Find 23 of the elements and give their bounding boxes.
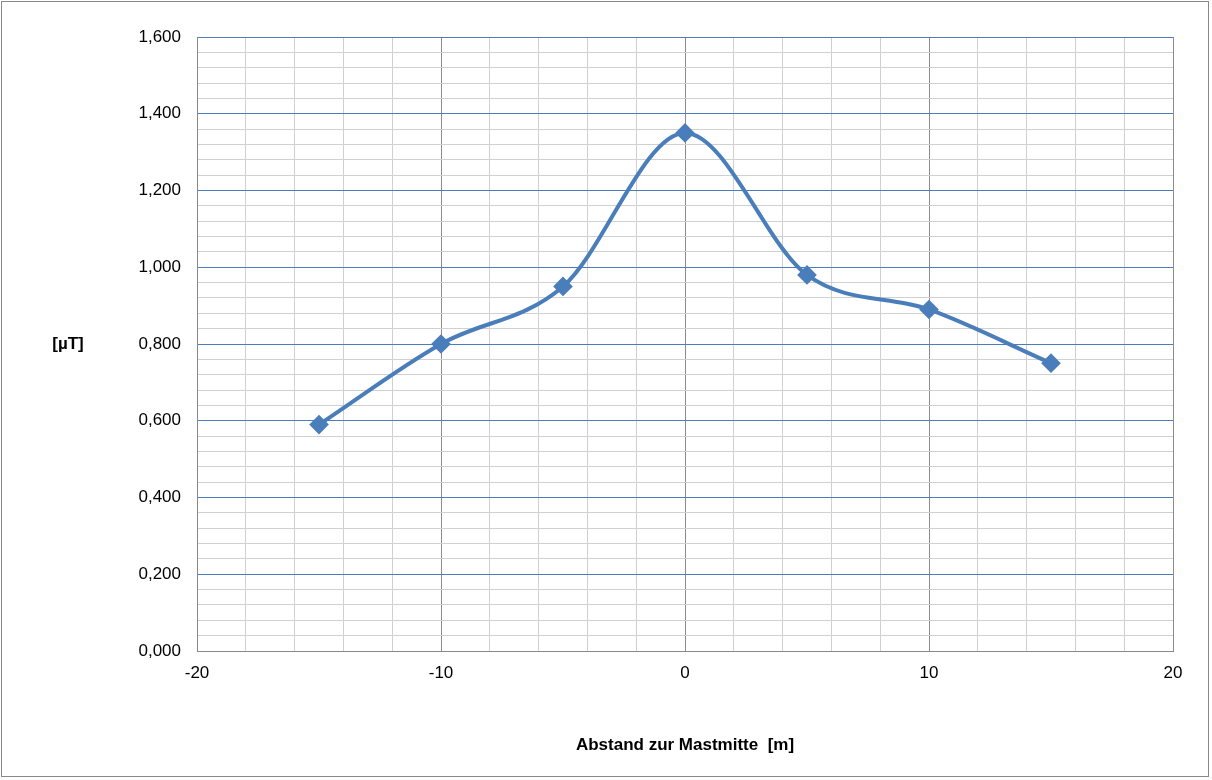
point [432,335,450,353]
y-tick-label: 0,000 [138,640,181,660]
y-tick-label: 0,200 [138,563,181,583]
y-tick-label: 1,000 [138,256,181,276]
y-tick-label: 0,600 [138,410,181,430]
point [1042,354,1060,373]
point [676,123,694,142]
x-tick-label: 10 [919,662,939,682]
y-tick-label: 1,200 [138,180,181,200]
x-tick-label: 20 [1163,662,1183,682]
y-tick-label: 1,600 [138,26,181,46]
x-axis-title: Abstand zur Mastmitte [m] [575,735,795,755]
point [920,300,938,319]
y-axis-title: [µT] [52,333,84,353]
point [554,277,572,296]
x-tick-label: 0 [680,662,690,682]
x-tick-label: -10 [428,662,454,682]
x-tick-label: -20 [184,662,210,682]
y-tick-label: 0,800 [138,333,181,353]
y-tick-label: 0,400 [138,487,181,507]
point [310,415,328,434]
point [798,265,816,284]
y-tick-label: 1,400 [138,103,181,123]
